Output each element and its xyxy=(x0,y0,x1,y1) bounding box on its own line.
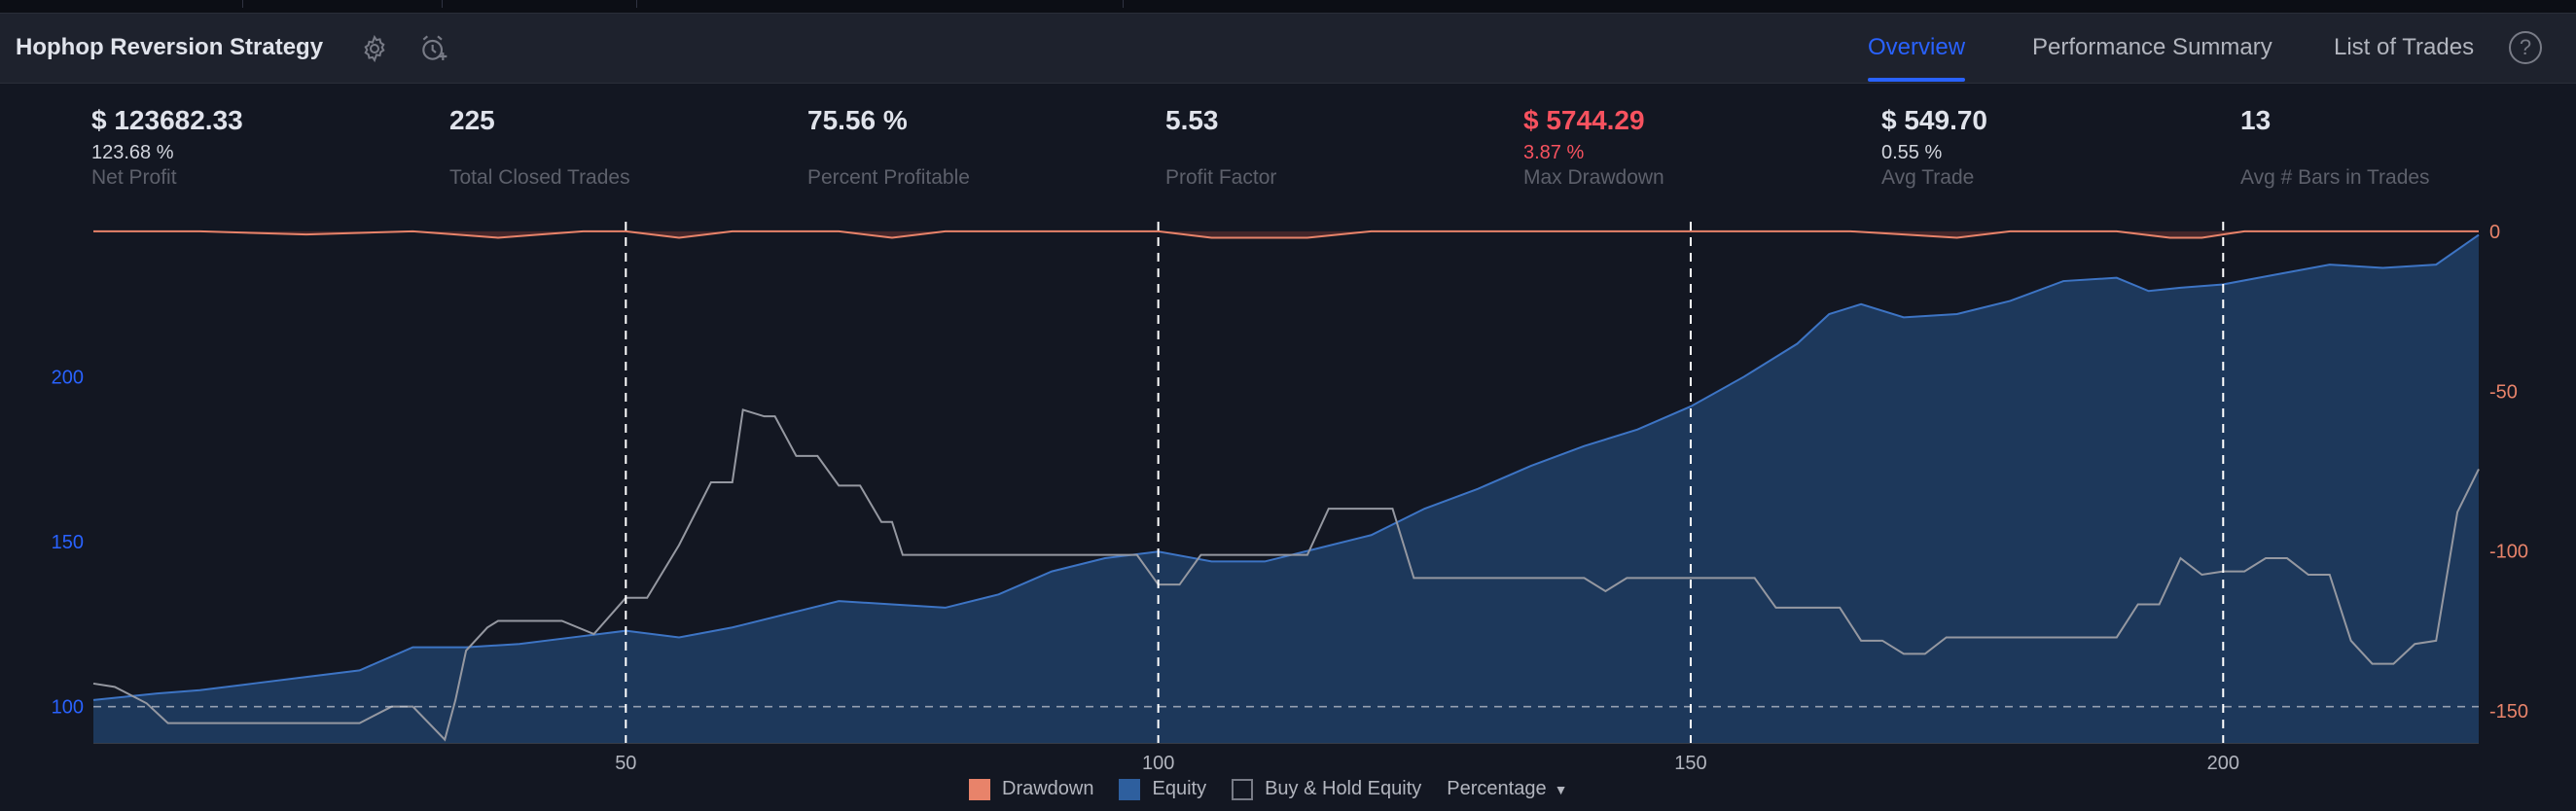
right-axis-label: -150 xyxy=(2489,701,2528,723)
help-icon[interactable]: ? xyxy=(2509,31,2542,64)
metric-label: Net Profit xyxy=(91,166,177,189)
metric-percent-profitable: 75.56 % Percent Profitable xyxy=(807,105,1138,191)
equity-swatch xyxy=(1119,778,1141,800)
buy-hold-swatch xyxy=(1232,778,1254,800)
percentage-dropdown-label: Percentage xyxy=(1447,778,1547,799)
left-axis-label: 150 xyxy=(52,532,84,553)
strategy-title: Hophop Reversion Strategy xyxy=(16,34,324,60)
metric-value: $ 549.70 xyxy=(1881,105,1987,135)
legend-buy-hold-label: Buy & Hold Equity xyxy=(1265,778,1422,799)
metric-percent: 0.55 % xyxy=(1881,142,1943,163)
alarm-clock-add-icon[interactable] xyxy=(416,31,451,66)
tab-overview[interactable]: Overview xyxy=(1868,34,1966,60)
right-axis-label: -50 xyxy=(2489,381,2518,403)
legend-equity-label: Equity xyxy=(1152,778,1207,799)
equity-line xyxy=(92,233,2480,701)
metric-max-drawdown: $ 5744.29 3.87 % Max Drawdown xyxy=(1523,105,1854,191)
metric-label: Avg Trade xyxy=(1881,166,1975,189)
metric-value: 13 xyxy=(2240,105,2272,135)
gear-icon[interactable] xyxy=(357,31,392,66)
chevron-down-icon: ▼ xyxy=(1554,781,1568,797)
chart-legend: Drawdown Equity Buy & Hold Equity Percen… xyxy=(969,778,1592,800)
metric-value: $ 5744.29 xyxy=(1523,105,1645,135)
left-axis-label: 100 xyxy=(52,697,84,719)
right-axis-label: -100 xyxy=(2489,542,2528,563)
metric-label: Profit Factor xyxy=(1165,166,1277,189)
drawdown-swatch xyxy=(969,778,990,800)
active-tab-indicator xyxy=(1868,78,1965,82)
legend-drawdown-label: Drawdown xyxy=(1002,778,1094,799)
x-tick-label: 100 xyxy=(1142,753,1174,774)
metric-value: 5.53 xyxy=(1165,105,1219,135)
window-tab-strip xyxy=(0,0,2576,14)
buy-hold-line xyxy=(92,408,2480,742)
percentage-dropdown[interactable]: Percentage ▼ xyxy=(1447,778,1567,800)
metric-percent: 3.87 % xyxy=(1523,142,1585,163)
x-tick-label: 200 xyxy=(2207,753,2239,774)
right-axis-label: 0 xyxy=(2489,222,2500,243)
metric-value: 75.56 % xyxy=(807,105,908,135)
metric-profit-factor: 5.53 Profit Factor xyxy=(1165,105,1496,191)
metric-total-closed-trades: 225 Total Closed Trades xyxy=(449,105,780,191)
x-tick-label: 150 xyxy=(1674,753,1706,774)
legend-buy-hold[interactable]: Buy & Hold Equity xyxy=(1232,778,1421,800)
metric-value: 225 xyxy=(449,105,495,135)
metric-label: Total Closed Trades xyxy=(449,166,630,189)
metric-label: Avg # Bars in Trades xyxy=(2240,166,2430,189)
equity-area xyxy=(93,234,2479,743)
strategy-tester-header: Hophop Reversion Strategy Overview Perfo… xyxy=(0,14,2576,84)
tab-list-of-trades[interactable]: List of Trades xyxy=(2334,34,2475,60)
metric-net-profit: $ 123682.33 123.68 % Net Profit xyxy=(91,105,422,191)
metric-percent: 123.68 % xyxy=(91,142,174,163)
metric-value: $ 123682.33 xyxy=(91,105,243,135)
metric-avg-trade: $ 549.70 0.55 % Avg Trade xyxy=(1881,105,2212,191)
metric-avg-bars-in-trades: 13 Avg # Bars in Trades xyxy=(2240,105,2571,191)
tab-performance-summary[interactable]: Performance Summary xyxy=(2032,34,2272,60)
legend-drawdown[interactable]: Drawdown xyxy=(969,778,1093,800)
left-axis-label: 200 xyxy=(52,367,84,388)
drawdown-line xyxy=(93,229,2479,239)
metric-label: Percent Profitable xyxy=(807,166,970,189)
metric-label: Max Drawdown xyxy=(1523,166,1664,189)
legend-equity[interactable]: Equity xyxy=(1119,778,1206,800)
x-tick-label: 50 xyxy=(615,753,636,774)
